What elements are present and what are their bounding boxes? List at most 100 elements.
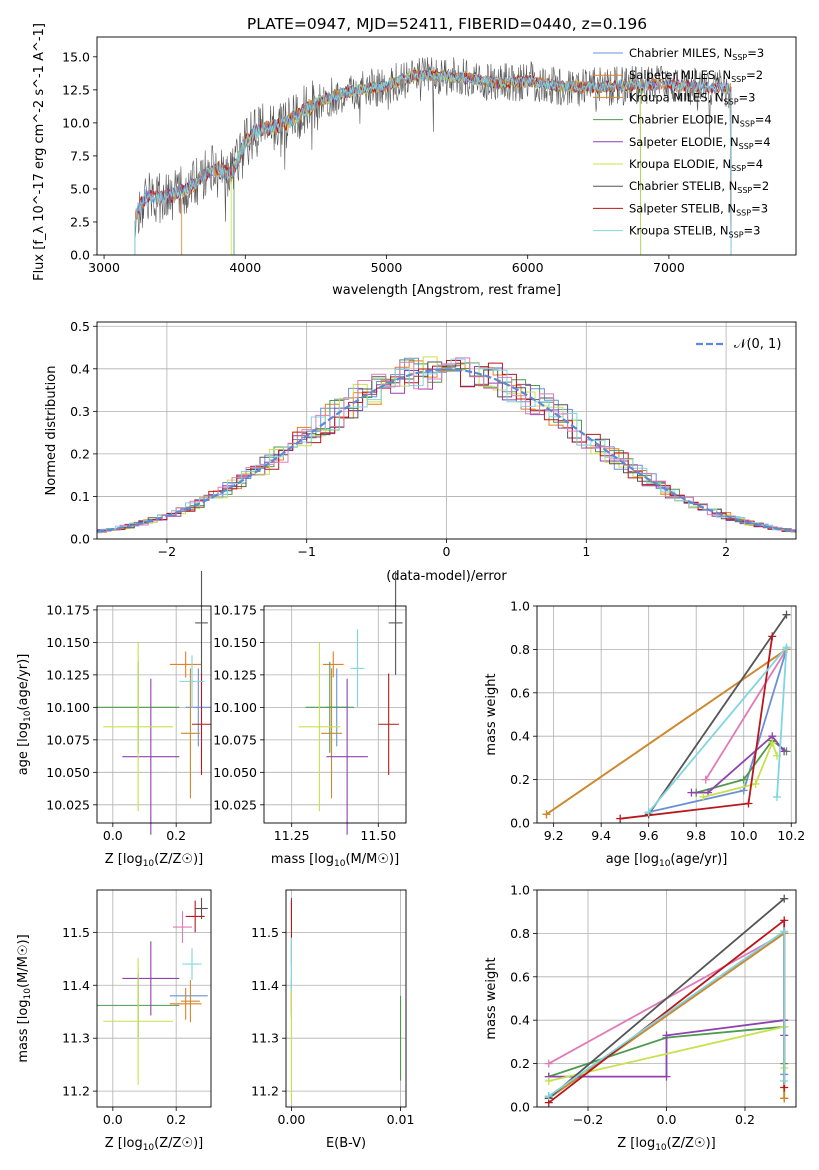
y-tick-label: 0.4	[510, 729, 530, 744]
y-tick-label: 0.0	[70, 248, 90, 263]
histogram-5	[97, 361, 796, 533]
legend-label-end: =2	[752, 179, 769, 193]
y-tick-label: 0.8	[510, 926, 530, 941]
spectrum-series-6	[134, 57, 732, 255]
legend-label-sub: SSP	[731, 164, 746, 173]
weight-line-6	[647, 614, 788, 815]
axes-frame	[96, 36, 797, 256]
y-tick-label: 10.125	[46, 667, 90, 682]
x-tick-label: 7000	[653, 260, 685, 275]
x-tick-label: 9.6	[639, 828, 659, 843]
y-tick-label: 10.175	[46, 602, 90, 617]
mass-vs-ebv-panel: 0.00 0.01 11.2 11.3 11.4 11.5 E(B-V)	[251, 889, 415, 1151]
y-tick-label: 5.0	[70, 181, 90, 196]
x-label-end: (M/M☉)]	[345, 852, 399, 867]
weight-line-4-marker	[780, 747, 789, 756]
y-label-sub: 10	[23, 710, 33, 722]
y-tick-label: 11.2	[251, 1084, 279, 1099]
x-tick-label: 9.8	[686, 828, 706, 843]
weight-line-3-marker	[739, 775, 748, 784]
weight-line-3	[695, 739, 788, 794]
legend-label-8: Kroupa STELIB, NSSP=3	[629, 224, 760, 240]
y-label-main: mass [log	[16, 999, 31, 1062]
weight-line-5-marker	[544, 1076, 553, 1085]
x-tick-label: 9.2	[544, 828, 564, 843]
y-tick-label: 10.100	[213, 700, 257, 715]
x-label-main: Z [log	[105, 852, 143, 867]
weight-line-2-marker	[542, 810, 551, 819]
reference-gaussian-curve	[97, 368, 796, 533]
axes-frame	[285, 889, 407, 1108]
histograms	[97, 356, 796, 534]
legend-label-4: Salpeter ELODIE, NSSP=4	[629, 135, 771, 151]
legend-label-sub: SSP	[732, 53, 747, 62]
legend-label-sub: SSP	[729, 231, 744, 240]
y-tick-label: 12.5	[62, 82, 90, 97]
weight-line-5	[703, 740, 778, 798]
y-tick-label: 11.2	[62, 1084, 90, 1099]
y-tick-label: 1.0	[510, 599, 530, 614]
weight-line-7-marker	[768, 632, 777, 641]
x-label-end: (Z/Z☉)]	[667, 1136, 716, 1151]
weight-line-extra-marker	[544, 1059, 553, 1068]
legend-label-end: =3	[747, 46, 764, 60]
histogram-4	[97, 356, 796, 534]
legend-label-end: =4	[755, 113, 772, 127]
y-tick-label: 0.2	[510, 1056, 530, 1071]
y-label-main: age [log	[16, 722, 31, 775]
y-tick-label: 10.050	[46, 765, 90, 780]
y-tick-label: 0.0	[510, 1100, 530, 1115]
legend-label-sub: SSP	[736, 208, 751, 217]
weight-line-4-marker	[662, 1031, 671, 1040]
x-tick-label: 10.2	[777, 828, 805, 843]
y-label: age [log10(age/yr)]	[16, 654, 33, 776]
figure-title: PLATE=0947, MJD=52411, FIBERID=0440, z=0…	[247, 15, 647, 33]
legend-label-6: Chabrier STELIB, NSSP=2	[629, 179, 769, 195]
y-tick-label: 10.175	[213, 602, 257, 617]
x-tick-label: 0.2	[166, 1112, 186, 1127]
x-axis-label: (data-model)/error	[386, 569, 507, 584]
y-tick-label: 0.2	[510, 772, 530, 787]
x-tick-label: 11.25	[274, 828, 310, 843]
y-label: mass [log10(M/M☉)]	[16, 934, 33, 1062]
weight-line-6-marker	[780, 894, 789, 903]
y-tick-label: 10.150	[213, 635, 257, 650]
age-vs-z-panel: 0.0 0.2 10.025 10.050 10.075 10.100 10.125 10.1…	[16, 570, 212, 869]
weight-line-2-marker	[780, 1094, 789, 1103]
y-tick-label: 11.3	[251, 1031, 279, 1046]
axes-frame	[96, 889, 212, 1108]
legend-label-end: =3	[739, 90, 756, 104]
legend-label-1: Salpeter MILES, NSSP=2	[629, 68, 763, 84]
x-label: Z [log10(Z/Z☉)]	[105, 852, 203, 869]
weight-line-7-marker	[616, 814, 625, 823]
x-tick-label: 0.0	[103, 828, 123, 843]
y-tick-label: 11.3	[62, 1031, 90, 1046]
weight-line-8-marker	[644, 808, 653, 817]
weight-line-5-marker	[768, 738, 777, 747]
x-tick-label: 0.00	[278, 1112, 306, 1127]
x-tick-label: 0.01	[387, 1112, 415, 1127]
legend-label-7: Salpeter STELIB, NSSP=3	[629, 201, 768, 217]
y-tick-label: 1.0	[510, 883, 530, 898]
x-label-end: (age/yr)]	[670, 852, 727, 867]
y-tick-label: 10.075	[213, 732, 257, 747]
x-label: age [log10(age/yr)]	[606, 852, 728, 869]
y-tick-label: 11.4	[62, 978, 90, 993]
legend-label-main: Kroupa MILES, N	[629, 90, 724, 104]
legend-label-end: =4	[746, 157, 763, 171]
legend-label-sub: SSP	[731, 75, 746, 84]
legend-label-end: =3	[751, 201, 768, 215]
y-tick-label: 10.150	[46, 635, 90, 650]
legend-label-main: Salpeter STELIB, N	[629, 201, 736, 215]
y-tick-label: 10.075	[46, 732, 90, 747]
y-tick-label: 0.6	[510, 969, 530, 984]
legend-label-reference: 𝒩(0, 1)	[734, 337, 781, 352]
mass-weight-vs-age-panel: 9.2 9.4 9.6 9.8 10.0 10.2 0.0 0.2 0.4 0.6 0.8 1.0 ag…	[484, 599, 805, 870]
x-tick-label: 3000	[88, 260, 120, 275]
y-tick-label: 0.6	[510, 685, 530, 700]
y-tick-label: 0.8	[510, 642, 530, 657]
weight-line-7-marker	[744, 799, 753, 808]
legend-label-0: Chabrier MILES, NSSP=3	[629, 46, 764, 62]
spectrum-series-0	[134, 69, 732, 255]
